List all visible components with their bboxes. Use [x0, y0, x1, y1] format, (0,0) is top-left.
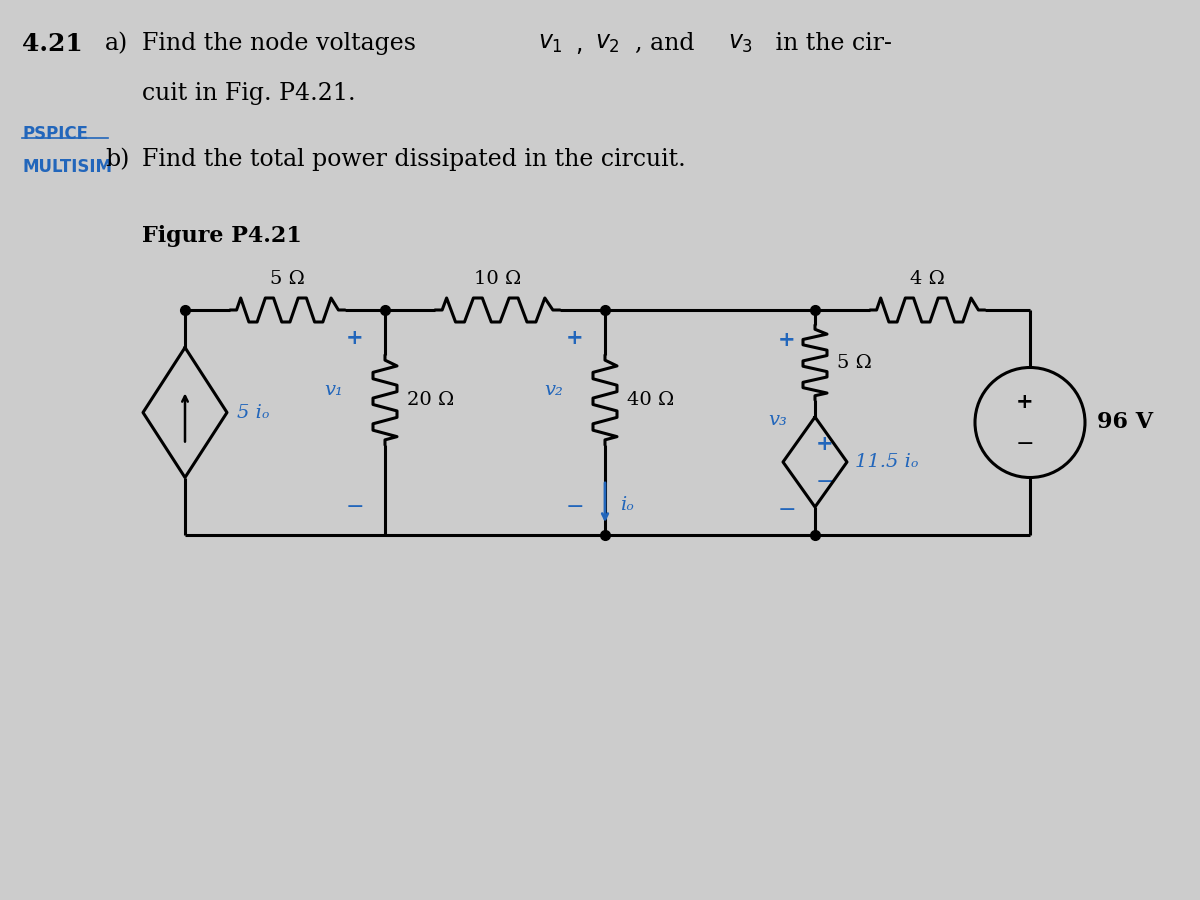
Text: $v_3$: $v_3$ — [728, 32, 754, 55]
Text: +: + — [778, 330, 796, 350]
Text: MULTISIM: MULTISIM — [22, 158, 112, 176]
Text: −: − — [816, 472, 834, 492]
Text: 96 V: 96 V — [1097, 411, 1153, 434]
Text: v₁: v₁ — [324, 381, 343, 399]
Text: 5 Ω: 5 Ω — [270, 270, 305, 288]
Text: +: + — [566, 328, 584, 348]
Text: −: − — [346, 497, 365, 517]
Text: $v_2$: $v_2$ — [595, 32, 620, 55]
Text: +: + — [346, 328, 364, 348]
Text: 5 Ω: 5 Ω — [838, 354, 872, 372]
Text: −: − — [778, 500, 797, 520]
Text: $v_1$: $v_1$ — [538, 32, 563, 55]
Text: v₃: v₃ — [768, 411, 787, 429]
Text: 20 Ω: 20 Ω — [407, 391, 455, 409]
Text: Find the total power dissipated in the circuit.: Find the total power dissipated in the c… — [142, 148, 685, 171]
Text: 10 Ω: 10 Ω — [474, 270, 521, 288]
Text: Find the node voltages: Find the node voltages — [142, 32, 424, 55]
Text: b): b) — [106, 148, 130, 171]
Text: , and: , and — [635, 32, 695, 55]
Text: 40 Ω: 40 Ω — [628, 391, 674, 409]
Text: a): a) — [106, 32, 128, 55]
Text: −: − — [565, 497, 584, 517]
Text: ,: , — [575, 32, 582, 56]
Text: 4 Ω: 4 Ω — [910, 270, 944, 288]
Text: +: + — [816, 434, 834, 454]
Text: v₂: v₂ — [544, 381, 563, 399]
Text: 5 iₒ: 5 iₒ — [238, 403, 269, 421]
Text: iₒ: iₒ — [620, 496, 634, 514]
Text: cuit in Fig. P4.21.: cuit in Fig. P4.21. — [142, 82, 355, 105]
Text: 11.5 iₒ: 11.5 iₒ — [856, 453, 918, 471]
Text: +: + — [1016, 392, 1034, 412]
Text: 4.21: 4.21 — [22, 32, 83, 56]
Text: Figure P4.21: Figure P4.21 — [142, 225, 302, 247]
Text: in the cir-: in the cir- — [768, 32, 892, 55]
Text: −: − — [1015, 435, 1034, 454]
Text: PSPICE: PSPICE — [22, 125, 88, 143]
